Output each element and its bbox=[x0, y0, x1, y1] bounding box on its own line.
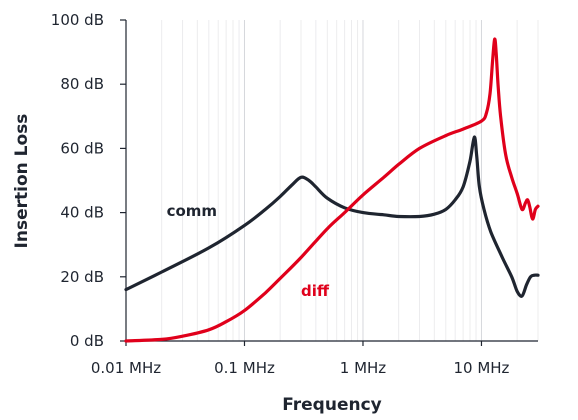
series-label-comm: comm bbox=[167, 202, 217, 220]
x-tick-label: 0.01 MHz bbox=[91, 359, 161, 377]
y-tick-label: 100 dB bbox=[51, 11, 104, 29]
tick-labels: 0.01 MHz 0.1 MHz 1 MHz 10 MHz 0 dB 20 dB 40 dB… bbox=[51, 11, 510, 377]
x-tick-label: 1 MHz bbox=[340, 359, 387, 377]
series bbox=[124, 37, 540, 343]
axes bbox=[120, 19, 538, 346]
series-line-comm bbox=[124, 135, 540, 298]
series-label-diff: diff bbox=[301, 282, 330, 300]
grid bbox=[161, 20, 539, 341]
y-axis-title: Insertion Loss bbox=[12, 114, 32, 249]
x-axis-title: Frequency bbox=[282, 395, 382, 415]
y-tick-label: 0 dB bbox=[70, 332, 104, 350]
x-tick-label: 0.1 MHz bbox=[214, 359, 275, 377]
y-tick-label: 40 dB bbox=[60, 204, 104, 222]
y-tick-label: 60 dB bbox=[60, 139, 104, 157]
series-line-diff bbox=[124, 37, 540, 343]
x-tick-label: 10 MHz bbox=[453, 359, 509, 377]
series-annotations: comm diff bbox=[167, 202, 330, 300]
y-tick-label: 80 dB bbox=[60, 75, 104, 93]
y-tick-label: 20 dB bbox=[60, 268, 104, 286]
